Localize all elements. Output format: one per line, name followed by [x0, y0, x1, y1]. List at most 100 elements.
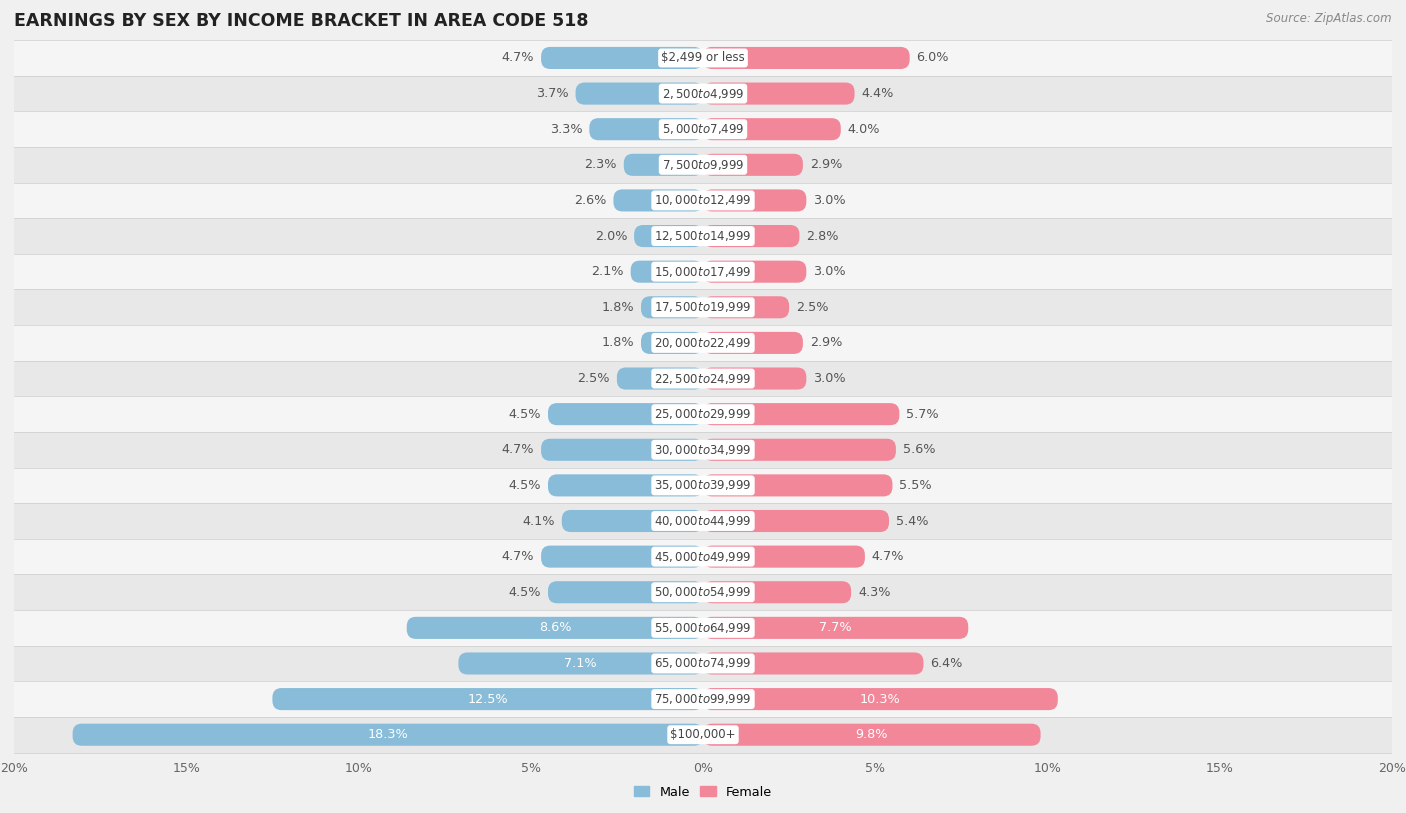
Text: 18.3%: 18.3%	[367, 728, 408, 741]
FancyBboxPatch shape	[703, 261, 807, 283]
FancyBboxPatch shape	[703, 154, 803, 176]
FancyBboxPatch shape	[634, 225, 703, 247]
Bar	[14, 503, 1392, 539]
Text: $20,000 to $22,499: $20,000 to $22,499	[654, 336, 752, 350]
Text: 5.5%: 5.5%	[900, 479, 932, 492]
FancyBboxPatch shape	[703, 189, 807, 211]
Bar	[14, 361, 1392, 397]
Text: 3.0%: 3.0%	[813, 265, 846, 278]
Text: 9.8%: 9.8%	[855, 728, 889, 741]
Text: 4.1%: 4.1%	[523, 515, 555, 528]
Bar	[14, 325, 1392, 361]
Text: 4.7%: 4.7%	[872, 550, 904, 563]
Text: 2.5%: 2.5%	[578, 372, 610, 385]
Bar	[14, 218, 1392, 254]
Text: 4.5%: 4.5%	[509, 407, 541, 420]
Text: 1.8%: 1.8%	[602, 337, 634, 350]
FancyBboxPatch shape	[703, 510, 889, 532]
Text: $2,500 to $4,999: $2,500 to $4,999	[662, 86, 744, 101]
Text: 2.8%: 2.8%	[807, 229, 839, 242]
FancyBboxPatch shape	[703, 546, 865, 567]
FancyBboxPatch shape	[548, 474, 703, 497]
Text: 8.6%: 8.6%	[538, 621, 571, 634]
Bar	[14, 681, 1392, 717]
Text: $7,500 to $9,999: $7,500 to $9,999	[662, 158, 744, 172]
Text: 10.3%: 10.3%	[860, 693, 901, 706]
Bar	[14, 646, 1392, 681]
Text: 5.7%: 5.7%	[907, 407, 939, 420]
Text: $17,500 to $19,999: $17,500 to $19,999	[654, 300, 752, 315]
Text: 7.7%: 7.7%	[820, 621, 852, 634]
Text: $35,000 to $39,999: $35,000 to $39,999	[654, 478, 752, 493]
FancyBboxPatch shape	[548, 403, 703, 425]
FancyBboxPatch shape	[703, 118, 841, 140]
FancyBboxPatch shape	[273, 688, 703, 710]
Text: 6.0%: 6.0%	[917, 51, 949, 64]
Text: 6.4%: 6.4%	[931, 657, 963, 670]
Text: 2.5%: 2.5%	[796, 301, 828, 314]
Text: 4.5%: 4.5%	[509, 479, 541, 492]
Text: Source: ZipAtlas.com: Source: ZipAtlas.com	[1267, 12, 1392, 25]
FancyBboxPatch shape	[458, 653, 703, 675]
Text: $5,000 to $7,499: $5,000 to $7,499	[662, 122, 744, 137]
Text: 2.0%: 2.0%	[595, 229, 627, 242]
FancyBboxPatch shape	[541, 439, 703, 461]
Text: $50,000 to $54,999: $50,000 to $54,999	[654, 585, 752, 599]
FancyBboxPatch shape	[641, 296, 703, 319]
Text: 12.5%: 12.5%	[467, 693, 508, 706]
Text: 2.9%: 2.9%	[810, 337, 842, 350]
Text: $30,000 to $34,999: $30,000 to $34,999	[654, 443, 752, 457]
FancyBboxPatch shape	[624, 154, 703, 176]
FancyBboxPatch shape	[703, 581, 851, 603]
FancyBboxPatch shape	[703, 724, 1040, 746]
Text: 4.4%: 4.4%	[862, 87, 894, 100]
FancyBboxPatch shape	[73, 724, 703, 746]
Text: 2.6%: 2.6%	[574, 194, 606, 207]
Text: 4.7%: 4.7%	[502, 550, 534, 563]
Text: $15,000 to $17,499: $15,000 to $17,499	[654, 265, 752, 279]
Bar	[14, 111, 1392, 147]
FancyBboxPatch shape	[631, 261, 703, 283]
Legend: Male, Female: Male, Female	[628, 780, 778, 804]
Bar	[14, 183, 1392, 218]
FancyBboxPatch shape	[703, 617, 969, 639]
Bar	[14, 254, 1392, 289]
FancyBboxPatch shape	[617, 367, 703, 389]
Bar	[14, 397, 1392, 432]
FancyBboxPatch shape	[703, 474, 893, 497]
Text: 4.0%: 4.0%	[848, 123, 880, 136]
Text: $2,499 or less: $2,499 or less	[661, 51, 745, 64]
FancyBboxPatch shape	[548, 581, 703, 603]
Text: 1.8%: 1.8%	[602, 301, 634, 314]
Text: 2.3%: 2.3%	[585, 159, 617, 172]
FancyBboxPatch shape	[562, 510, 703, 532]
Bar	[14, 539, 1392, 575]
Bar	[14, 289, 1392, 325]
FancyBboxPatch shape	[703, 47, 910, 69]
FancyBboxPatch shape	[589, 118, 703, 140]
FancyBboxPatch shape	[703, 653, 924, 675]
Text: $65,000 to $74,999: $65,000 to $74,999	[654, 656, 752, 671]
Text: 4.7%: 4.7%	[502, 51, 534, 64]
Bar	[14, 40, 1392, 76]
Bar	[14, 147, 1392, 183]
Text: 3.0%: 3.0%	[813, 372, 846, 385]
FancyBboxPatch shape	[703, 296, 789, 319]
Text: 3.3%: 3.3%	[550, 123, 582, 136]
Text: 7.1%: 7.1%	[564, 657, 598, 670]
Text: $12,500 to $14,999: $12,500 to $14,999	[654, 229, 752, 243]
Text: $40,000 to $44,999: $40,000 to $44,999	[654, 514, 752, 528]
Text: 4.3%: 4.3%	[858, 585, 890, 598]
Text: 3.0%: 3.0%	[813, 194, 846, 207]
Bar	[14, 76, 1392, 111]
FancyBboxPatch shape	[541, 546, 703, 567]
Text: $45,000 to $49,999: $45,000 to $49,999	[654, 550, 752, 563]
FancyBboxPatch shape	[406, 617, 703, 639]
Bar	[14, 717, 1392, 753]
Text: 5.6%: 5.6%	[903, 443, 935, 456]
FancyBboxPatch shape	[541, 47, 703, 69]
Text: EARNINGS BY SEX BY INCOME BRACKET IN AREA CODE 518: EARNINGS BY SEX BY INCOME BRACKET IN ARE…	[14, 12, 589, 30]
Bar	[14, 575, 1392, 610]
FancyBboxPatch shape	[641, 332, 703, 354]
Text: 4.5%: 4.5%	[509, 585, 541, 598]
